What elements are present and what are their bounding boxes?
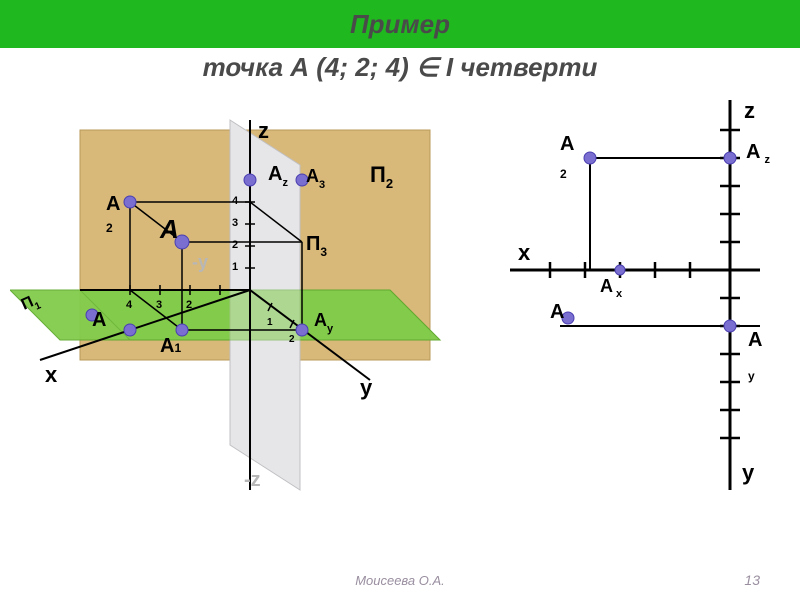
points-2d xyxy=(562,152,736,332)
label-neg-z: -z xyxy=(244,469,261,491)
label-y: y xyxy=(360,375,373,400)
label-z: z xyxy=(258,118,269,143)
title-banner: Пример xyxy=(0,0,800,48)
label-A: A xyxy=(159,214,179,244)
label-A2: A xyxy=(106,193,120,215)
label-x: x xyxy=(45,362,58,387)
x-tick-2: 2 xyxy=(186,299,192,311)
epure-svg: z x y A 2 Az Ax A A y xyxy=(490,90,790,510)
x-tick-4: 4 xyxy=(126,299,133,311)
label-neg-y: -y xyxy=(192,252,208,272)
label2-A1: A xyxy=(550,301,564,323)
scene-3d-svg: 1 2 3 4 2 3 4 1 2 xyxy=(10,110,480,540)
slide-number: 13 xyxy=(744,572,760,588)
label-A2-sub: 2 xyxy=(106,221,113,235)
label2-A2-sub: 2 xyxy=(560,167,567,181)
z-tick-3: 3 xyxy=(232,217,238,229)
label2-Ay: A xyxy=(748,329,762,351)
label2-x: x xyxy=(518,240,531,265)
title-text: Пример xyxy=(350,9,450,40)
scene-3d: 1 2 3 4 2 3 4 1 2 xyxy=(10,110,480,540)
subtitle: точка А (4; 2; 4) ∈ I четверти xyxy=(0,52,800,83)
y-tick-2: 2 xyxy=(289,334,295,345)
y-tick-1: 1 xyxy=(267,317,273,328)
z-tick-2: 2 xyxy=(232,239,238,251)
label2-Az: Az xyxy=(746,141,770,166)
label2-Ax: Ax xyxy=(600,276,623,300)
label2-y: y xyxy=(742,460,755,485)
z-tick-4: 4 xyxy=(232,195,239,207)
label2-z: z xyxy=(744,98,755,123)
z-tick-1: 1 xyxy=(232,261,238,273)
footer-author: Моисеева О.А. xyxy=(0,573,800,588)
x-tick-3: 3 xyxy=(156,299,162,311)
label2-A2: A xyxy=(560,133,574,155)
label-A-left: A xyxy=(92,309,106,331)
epure-2d: z x y A 2 Az Ax A A y xyxy=(490,90,790,510)
label2-Ay-sub: y xyxy=(748,369,755,383)
